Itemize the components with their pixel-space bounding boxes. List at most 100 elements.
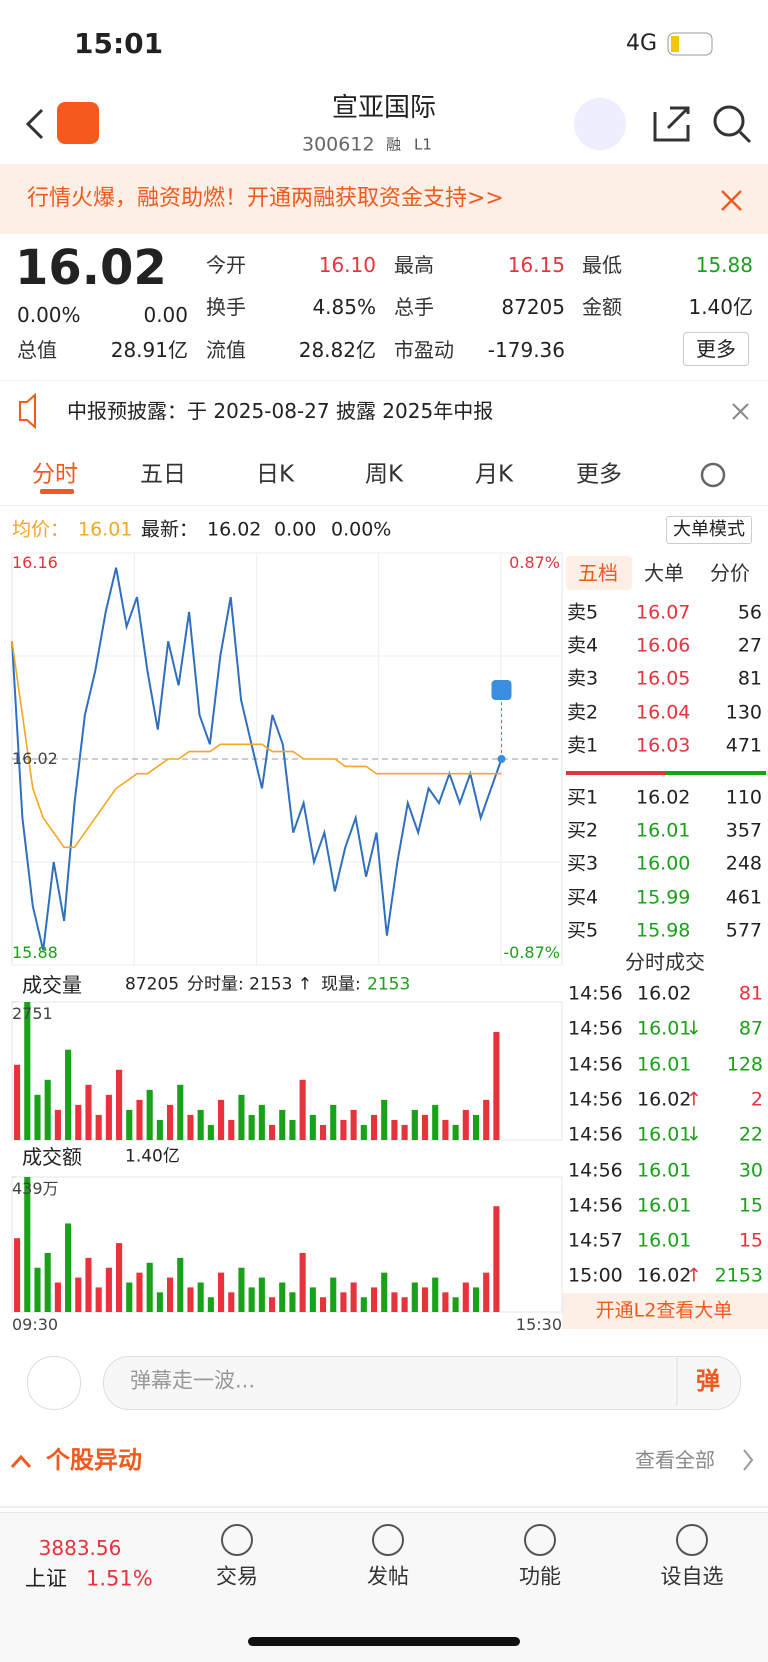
tab[interactable]: 五日	[140, 461, 186, 488]
comment-icon[interactable]	[27, 1356, 81, 1410]
bar	[75, 1277, 82, 1312]
stat-value: 15.88	[695, 253, 753, 277]
stat-value: 1.40亿	[688, 295, 753, 319]
trade-vol: 30	[738, 1159, 763, 1181]
avatar[interactable]	[574, 98, 626, 150]
trade-price: 16.01	[637, 1194, 692, 1217]
bar	[24, 1002, 31, 1140]
comment-placeholder[interactable]: 弹幕走一波...	[130, 1368, 256, 1393]
bar	[24, 1177, 31, 1312]
bar	[197, 1282, 204, 1312]
book-tab[interactable]: 分价	[710, 561, 750, 585]
nav-item[interactable]: 设自选	[660, 1564, 724, 1589]
plot-frame	[11, 1176, 563, 1313]
trade-time: 14:56	[568, 1194, 623, 1217]
panel-title[interactable]: 成交量	[22, 973, 82, 997]
bar	[177, 1257, 184, 1312]
trade-price: 16.01	[637, 1017, 692, 1040]
book-label: 买3	[567, 852, 599, 875]
book-tab[interactable]: 五档	[578, 561, 618, 585]
nav-item[interactable]: 交易	[216, 1564, 258, 1589]
bar	[95, 1114, 102, 1140]
close-notice[interactable]	[732, 403, 749, 420]
bar	[452, 1124, 459, 1140]
stat-value: 16.10	[318, 253, 376, 277]
trade-time: 14:56	[568, 1123, 623, 1146]
trade-arrow: ↑	[686, 1088, 702, 1111]
mode-button[interactable]: 大单模式	[666, 516, 752, 544]
search-icon[interactable]	[738, 130, 752, 144]
clock: 15:01	[74, 27, 164, 60]
banner-text[interactable]: 行情火爆，融资助燃！开通两融获取资金支持>>	[27, 186, 504, 211]
network: 4G	[626, 31, 658, 56]
book-label: 买1	[567, 786, 599, 809]
tab[interactable]: 日K	[255, 461, 295, 488]
bar	[483, 1099, 490, 1140]
y-tick-label: 16.02	[12, 749, 58, 768]
sep	[0, 1506, 768, 1508]
bar	[350, 1282, 357, 1312]
price: 16.02	[15, 240, 167, 296]
tab[interactable]: 月K	[474, 461, 514, 488]
panel-detail: 分时量: 2153 ↑	[187, 974, 313, 995]
back-button[interactable]	[25, 108, 44, 140]
y2-tick-label: -0.87%	[503, 943, 560, 962]
share-icon[interactable]	[653, 106, 690, 142]
bar	[248, 1114, 255, 1140]
bar	[105, 1094, 112, 1140]
book-label: 卖4	[567, 634, 599, 657]
stock-code: 300612	[302, 133, 375, 156]
change-pct: 0.00%	[331, 518, 392, 541]
section-link[interactable]: 查看全部	[635, 1448, 715, 1472]
divider	[0, 505, 768, 506]
bar	[238, 1094, 245, 1140]
book-tab[interactable]: 大单	[644, 561, 684, 585]
tab[interactable]: 更多	[576, 461, 622, 488]
more-button[interactable]: 更多	[683, 332, 749, 366]
series-line	[11, 567, 503, 951]
l2-link[interactable]: 开通L2查看大单	[595, 1299, 733, 1322]
app-logo[interactable]	[57, 102, 99, 144]
index-value[interactable]: 3883.56	[38, 1536, 122, 1560]
bar	[268, 1124, 276, 1140]
tag: 融	[386, 135, 402, 154]
bar	[381, 1099, 388, 1140]
bar	[462, 1109, 469, 1140]
battery-level	[671, 36, 679, 52]
comment-input[interactable]	[103, 1356, 741, 1410]
book-label: 卖2	[567, 701, 599, 724]
bar	[136, 1272, 143, 1312]
search-icon[interactable]	[713, 105, 745, 137]
tab[interactable]: 分时	[32, 461, 78, 488]
stat-label: 流值	[206, 338, 246, 362]
trade-price: 16.01	[637, 1053, 692, 1076]
bar	[350, 1109, 357, 1140]
nav-icon	[372, 1524, 404, 1556]
panel-title[interactable]: 成交额	[22, 1145, 82, 1169]
bar	[14, 1064, 21, 1140]
bar	[330, 1104, 337, 1140]
bar	[85, 1257, 92, 1312]
trade-price: 16.02	[637, 982, 692, 1005]
bar	[146, 1089, 153, 1140]
book-price: 16.03	[636, 734, 691, 757]
trade-time: 14:56	[568, 1088, 623, 1111]
trade-vol: 2153	[714, 1264, 763, 1287]
panel-total: 87205	[125, 974, 180, 995]
danmaku-button[interactable]: 弹	[696, 1367, 720, 1395]
bar	[54, 1109, 61, 1140]
bar	[442, 1119, 449, 1140]
bar	[34, 1094, 41, 1140]
close-banner[interactable]	[721, 190, 742, 211]
bar	[95, 1287, 102, 1312]
stat-label: 最高	[394, 253, 434, 277]
notice-text[interactable]: 中报预披露：于 2025-08-27 披露 2025年中报	[67, 399, 494, 423]
bar	[411, 1282, 418, 1312]
book-tab-active[interactable]	[566, 556, 632, 590]
nav-item[interactable]: 发帖	[367, 1564, 409, 1589]
settings-icon[interactable]	[700, 462, 726, 488]
nav-icon	[221, 1524, 253, 1556]
l2-bg[interactable]	[562, 1293, 768, 1329]
nav-item[interactable]: 功能	[519, 1564, 561, 1589]
tab[interactable]: 周K	[364, 461, 404, 488]
